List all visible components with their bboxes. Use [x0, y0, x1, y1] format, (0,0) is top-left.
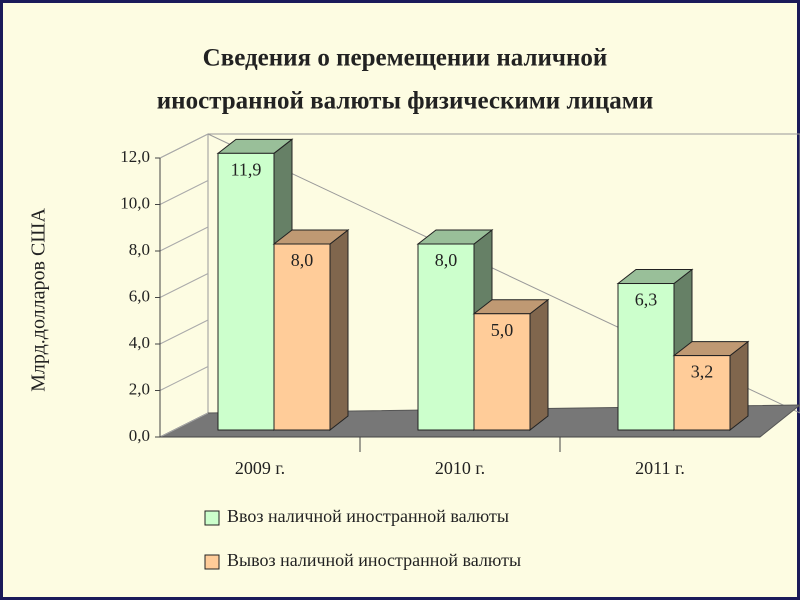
value-label: 3,2: [691, 362, 714, 382]
y-axis-label: Млрд.долларов США: [28, 208, 50, 392]
y-tick-label: 12,0: [120, 147, 150, 166]
grid-line: [159, 226, 209, 252]
value-label: 8,0: [291, 250, 314, 270]
legend-swatch: [204, 554, 220, 570]
grid-line: [159, 133, 209, 159]
value-label: 6,3: [635, 290, 658, 310]
y-tick-label: 4,0: [129, 333, 150, 352]
bar: [617, 283, 675, 431]
y-tick-label: 6,0: [129, 286, 150, 305]
y-tick-label: 10,0: [120, 193, 150, 212]
grid-line: [159, 273, 209, 298]
bar: [217, 152, 275, 431]
x-tick-label: 2009 г.: [235, 458, 285, 478]
chart-title: иностранной валюты физическими лицами: [157, 88, 653, 115]
bar-side: [529, 298, 549, 432]
value-label: 11,9: [231, 159, 262, 179]
bar: [673, 355, 731, 431]
bar-side: [329, 228, 349, 432]
value-label: 8,0: [435, 250, 458, 270]
legend-label: Ввоз наличной иностранной валюты: [227, 506, 509, 526]
grid-line: [159, 412, 209, 438]
chart-title: Сведения о перемещении наличной: [203, 45, 608, 72]
bar: [417, 243, 475, 431]
bar: [273, 243, 331, 431]
grid-line: [159, 366, 209, 391]
y-tick-label: 8,0: [129, 240, 150, 259]
grid-line: [159, 180, 209, 205]
value-label: 5,0: [491, 320, 514, 340]
y-tick-label: 0,0: [129, 426, 150, 445]
back-wall: [207, 133, 800, 414]
bar: [473, 313, 531, 431]
legend-label: Вывоз наличной иностранной валюты: [227, 550, 521, 570]
legend-swatch: [204, 510, 220, 526]
x-tick-label: 2011 г.: [635, 458, 685, 478]
bar-side: [729, 340, 749, 432]
y-tick-label: 2,0: [129, 379, 150, 398]
grid-line: [159, 319, 209, 345]
x-tick-label: 2010 г.: [435, 458, 485, 478]
